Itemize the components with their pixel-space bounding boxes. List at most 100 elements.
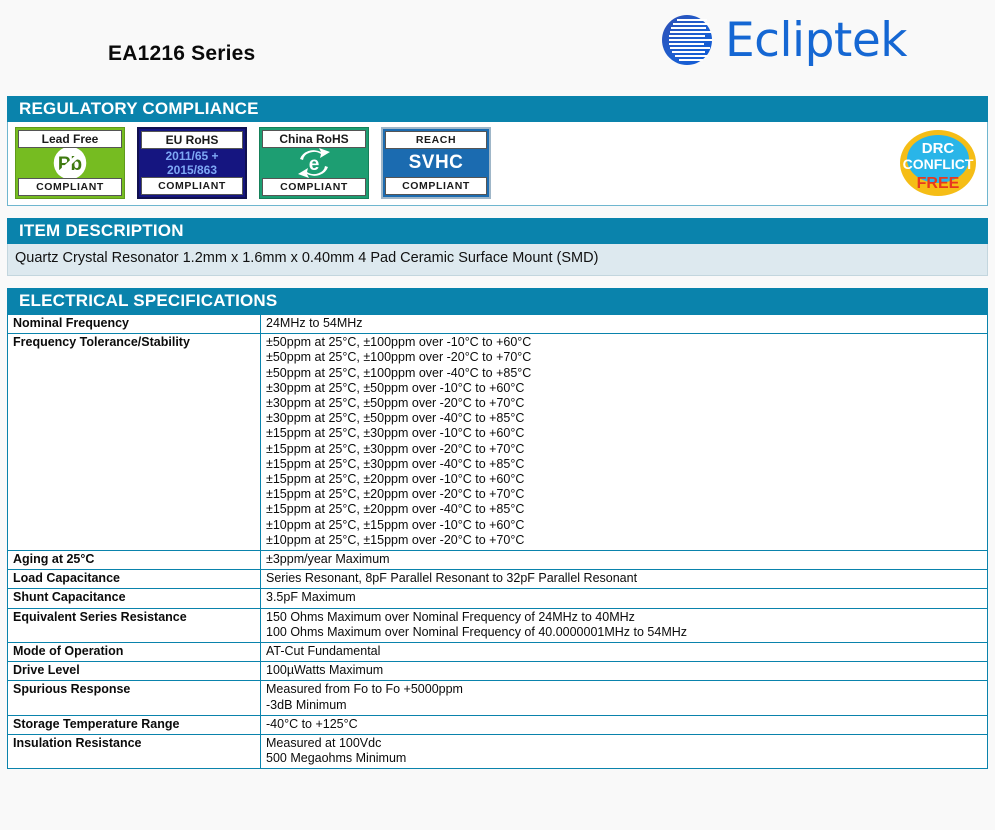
spec-value-line: ±50ppm at 25°C, ±100ppm over -10°C to +6… [266,335,532,350]
badge-eu-rohs-line2: 2015/863 [166,163,218,177]
badge-eu-rohs-line1: 2011/65 + [165,149,219,163]
spec-value-line: ±3ppm/year Maximum [266,552,390,567]
spec-label: Spurious Response [7,680,261,716]
spec-value-line: ±10ppm at 25°C, ±15ppm over -10°C to +60… [266,517,525,532]
page-header: EA1216 Series [0,0,995,96]
brand-name: Ecliptek [724,12,908,68]
badge-eu-rohs-body: 2011/65 + 2015/863 [141,149,243,177]
table-row: Insulation Resistance Measured at 100Vdc 5… [7,734,988,770]
spec-value: Measured from Fo to Fo +5000ppm -3dB Mini… [260,680,988,716]
badge-china-rohs: China RoHS e COMPLIANT [259,127,369,199]
table-row: Aging at 25°C ±3ppm/year Maximum [7,550,988,571]
table-row: Frequency Tolerance/Stability ±50ppm at 2… [7,333,988,552]
spacer-after-compliance [0,206,995,218]
badge-lead-free-body: Pb [18,148,122,178]
spec-value-line: ±15ppm at 25°C, ±30ppm over -40°C to +85… [266,456,525,471]
svg-text:e: e [309,154,320,175]
pb-crossed-out-icon: Pb [53,148,87,178]
badge-reach-status: COMPLIANT [385,177,487,195]
badge-china-rohs-title: China RoHS [262,130,366,148]
spec-label: Storage Temperature Range [7,714,261,736]
spec-value-line: ±15ppm at 25°C, ±30ppm over -20°C to +70… [266,441,525,456]
spec-value: 100µWatts Maximum [260,661,988,682]
spec-value: 24MHz to 54MHz [260,313,988,335]
spec-value: -40°C to +125°C [260,714,988,736]
spec-value-line: Series Resonant, 8pF Parallel Resonant t… [266,571,638,586]
table-row: Storage Temperature Range -40°C to +125°C [7,714,988,736]
spec-value-line: ±15ppm at 25°C, ±20ppm over -10°C to +60… [266,472,525,487]
spec-value-line: Measured at 100Vdc [266,736,382,751]
spec-value-line: ±15ppm at 25°C, ±20ppm over -20°C to +70… [266,487,525,502]
badge-reach-svhc-text: SVHC [408,152,464,173]
spec-label: Load Capacitance [7,569,261,590]
spec-label: Nominal Frequency [7,313,261,335]
spec-value-line: ±30ppm at 25°C, ±50ppm over -40°C to +85… [266,411,525,426]
badge-lead-free: Lead Free Pb COMPLIANT [15,127,125,199]
spec-value-line: ±10ppm at 25°C, ±15ppm over -20°C to +70… [266,532,525,547]
spec-value-line: 3.5pF Maximum [266,590,356,605]
badge-eu-rohs-title: EU RoHS [141,131,243,149]
badge-lead-free-status: COMPLIANT [18,178,122,196]
spec-label: Mode of Operation [7,642,261,663]
spec-label: Drive Level [7,661,261,682]
drc-line3-text: FREE [917,175,960,192]
table-row: Mode of Operation AT-Cut Fundamental [7,642,988,663]
spec-label: Shunt Capacitance [7,588,261,609]
spec-label: Equivalent Series Resistance [7,607,261,644]
spec-value-line: -40°C to +125°C [266,716,358,731]
section-header-electrical-specifications: ELECTRICAL SPECIFICATIONS [7,288,988,314]
brand-logo: Ecliptek [659,12,908,68]
table-row: Equivalent Series Resistance 150 Ohms Max… [7,607,988,644]
spec-value: AT-Cut Fundamental [260,642,988,663]
spec-value: ±50ppm at 25°C, ±100ppm over -10°C to +6… [260,333,988,552]
electrical-specifications-table: Nominal Frequency 24MHz to 54MHz Frequency… [7,313,988,770]
table-row: Drive Level 100µWatts Maximum [7,661,988,682]
regulatory-compliance-box: Lead Free Pb COMPLIANT EU RoHS 2011/65 [7,122,988,206]
drc-line2-text: CONFLICT [903,156,974,172]
badge-reach-body: SVHC [385,149,487,177]
spec-label: Insulation Resistance [7,734,261,770]
spec-value-line: ±15ppm at 25°C, ±30ppm over -10°C to +60… [266,426,525,441]
spec-table-body: Nominal Frequency 24MHz to 54MHz Frequency… [7,313,988,770]
spec-value: 3.5pF Maximum [260,588,988,609]
drc-line1-text: DRC [922,140,955,157]
section-header-item-description: ITEM DESCRIPTION [7,218,988,244]
spec-value-line: AT-Cut Fundamental [266,644,381,659]
badge-lead-free-title: Lead Free [18,130,122,148]
spec-value-line: ±15ppm at 25°C, ±20ppm over -40°C to +85… [266,502,525,517]
spec-value-line: 150 Ohms Maximum over Nominal Frequency … [266,609,635,624]
badge-eu-rohs: EU RoHS 2011/65 + 2015/863 COMPLIANT [137,127,247,199]
spec-value-line: 24MHz to 54MHz [266,316,363,330]
item-description-text: Quartz Crystal Resonator 1.2mm x 1.6mm x… [7,244,988,276]
spec-value: ±3ppm/year Maximum [260,550,988,571]
spec-value-line: Measured from Fo to Fo +5000ppm [266,682,463,697]
table-row: Shunt Capacitance 3.5pF Maximum [7,588,988,609]
ecliptek-globe-icon [661,15,712,65]
badge-china-rohs-status: COMPLIANT [262,178,366,196]
spec-value-line: 500 Megaohms Minimum [266,751,407,766]
china-rohs-e-recycle-icon: e [298,148,330,178]
spec-value-line: 100 Ohms Maximum over Nominal Frequency … [266,624,688,639]
spec-value-line: ±50ppm at 25°C, ±100ppm over -20°C to +7… [266,350,532,365]
spec-value-line: -3dB Minimum [266,697,347,712]
spec-value-line: 100µWatts Maximum [266,663,384,678]
badge-china-rohs-body: e [262,148,366,178]
table-row: Load Capacitance Series Resonant, 8pF Par… [7,569,988,590]
badge-reach-title: REACH [385,131,487,149]
spec-value: Series Resonant, 8pF Parallel Resonant t… [260,569,988,590]
spec-value-line: ±30ppm at 25°C, ±50ppm over -20°C to +70… [266,396,525,411]
spec-value: Measured at 100Vdc 500 Megaohms Minimum [260,734,988,770]
badge-reach: REACH SVHC COMPLIANT [381,127,491,199]
table-row: Nominal Frequency 24MHz to 54MHz [7,313,988,335]
section-header-regulatory-compliance: REGULATORY COMPLIANCE [7,96,988,122]
spec-label: Aging at 25°C [7,550,261,571]
table-row: Spurious Response Measured from Fo to Fo … [7,680,988,716]
spacer-after-description [0,276,995,288]
badge-eu-rohs-status: COMPLIANT [141,177,243,195]
spec-value-line: ±50ppm at 25°C, ±100ppm over -40°C to +8… [266,365,532,380]
compliance-badge-list: Lead Free Pb COMPLIANT EU RoHS 2011/65 [15,127,491,199]
spec-label: Frequency Tolerance/Stability [7,333,261,552]
page-title: EA1216 Series [108,42,256,65]
spec-value-line: ±30ppm at 25°C, ±50ppm over -10°C to +60… [266,380,525,395]
